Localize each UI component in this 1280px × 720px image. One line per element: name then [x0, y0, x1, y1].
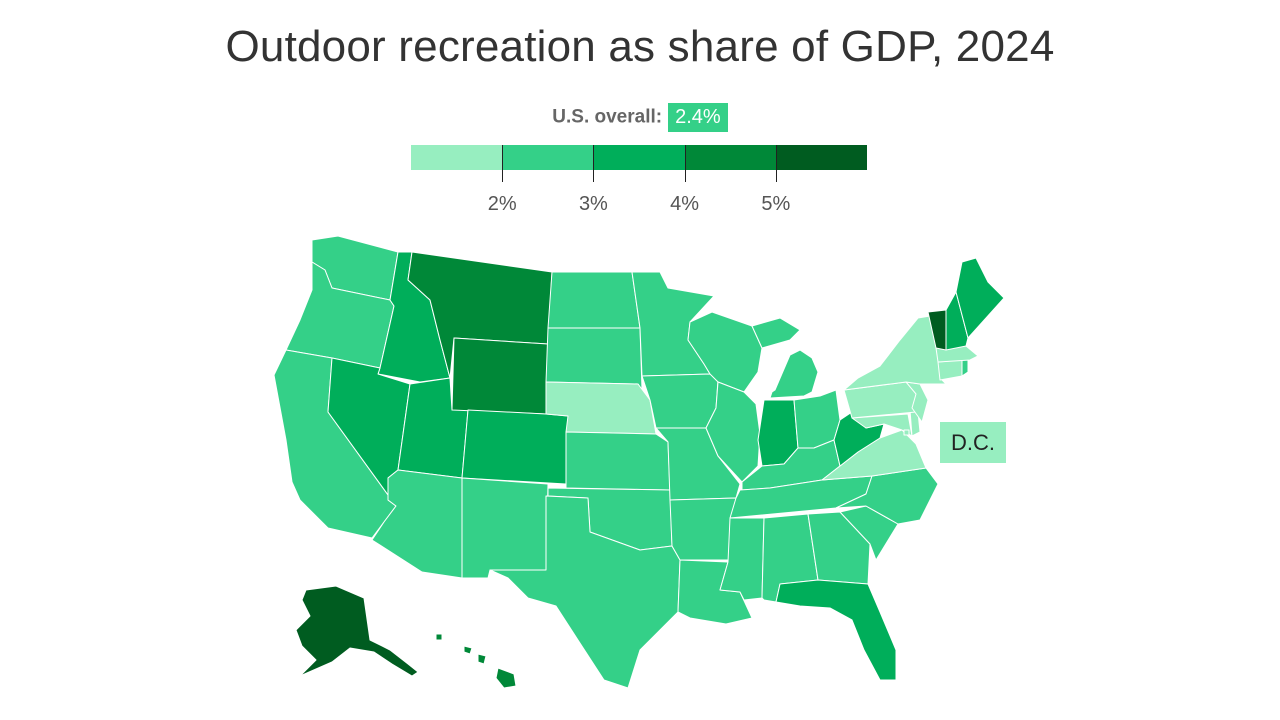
legend-tick: [684, 145, 686, 182]
state-north-dakota: North Dakota: [547, 271, 641, 329]
state-new-hampshire: New Hampshire: [945, 291, 969, 351]
state-south-carolina: South Carolina: [839, 505, 899, 561]
state-north-carolina: North Carolina: [835, 467, 939, 525]
state-texas: Texas: [489, 495, 681, 689]
legend-bin: [684, 145, 777, 170]
us-overall-value: 2.4%: [668, 103, 728, 132]
state-florida: Florida: [775, 579, 897, 681]
state-rhode-island: Rhode Island: [961, 359, 969, 377]
state-alaska: Alaska: [281, 585, 419, 693]
legend-bin: [593, 145, 686, 170]
state-hawaii: Hawaii: [435, 633, 517, 689]
state-south-dakota: South Dakota: [545, 327, 643, 391]
legend-tick: [502, 145, 504, 182]
legend-tick-label: 5%: [761, 193, 791, 215]
legend-bin: [502, 145, 594, 170]
state-illinois: Illinois: [705, 381, 761, 483]
us-overall-label: U.S. overall:: [552, 106, 663, 128]
chart-title: Outdoor recreation as share of GDP, 2024: [225, 22, 1055, 71]
state-georgia: Georgia: [807, 511, 871, 585]
dc-label: D.C.: [940, 422, 1006, 463]
legend-tick-label: 2%: [487, 193, 517, 215]
legend-tick: [775, 145, 777, 182]
state-arkansas: Arkansas: [669, 497, 737, 561]
us-overall: U.S. overall: 2.4%: [0, 103, 1280, 132]
legend-tick-label: 4%: [670, 193, 700, 215]
state-district-of-columbia: District of Columbia: [903, 429, 910, 436]
state-new-york: New York: [843, 315, 947, 391]
state-maine: Maine: [955, 257, 1005, 339]
legend-bin: [775, 145, 868, 170]
state-new-mexico: New Mexico: [461, 477, 549, 579]
legend-tick: [593, 145, 595, 182]
state-michigan: Michigan: [751, 317, 819, 399]
state-maryland: Maryland: [851, 413, 913, 437]
state-wyoming: Wyoming: [451, 337, 549, 415]
state-colorado: Colorado: [461, 409, 569, 485]
legend-bin: [411, 145, 503, 170]
state-connecticut: Connecticut: [937, 359, 963, 381]
state-ohio: Ohio: [793, 389, 841, 449]
color-legend: 2% 3% 4% 5%: [411, 145, 868, 215]
legend-tick-label: 3%: [578, 193, 608, 215]
state-kansas: Kansas: [565, 431, 671, 491]
